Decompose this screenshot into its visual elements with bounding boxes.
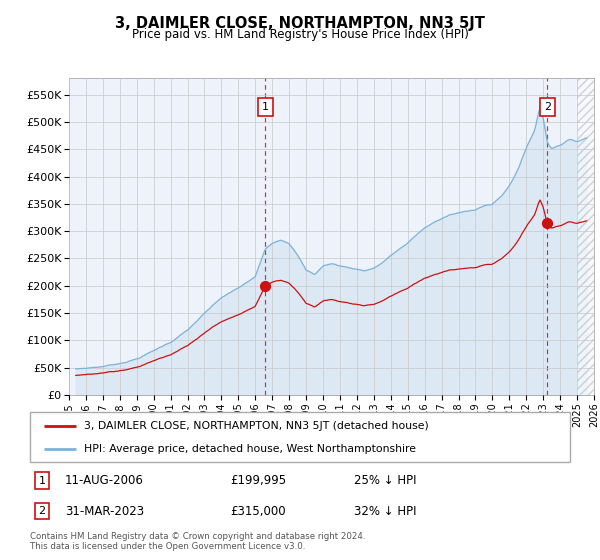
Text: 31-MAR-2023: 31-MAR-2023 (65, 505, 144, 517)
Text: 25% ↓ HPI: 25% ↓ HPI (354, 474, 416, 487)
Text: 11-AUG-2006: 11-AUG-2006 (65, 474, 144, 487)
Text: 2: 2 (544, 102, 551, 113)
Point (260, 281, 270, 290)
Text: Price paid vs. HM Land Registry's House Price Index (HPI): Price paid vs. HM Land Registry's House … (131, 28, 469, 41)
Text: 32% ↓ HPI: 32% ↓ HPI (354, 505, 416, 517)
Text: 3, DAIMLER CLOSE, NORTHAMPTON, NN3 5JT: 3, DAIMLER CLOSE, NORTHAMPTON, NN3 5JT (115, 16, 485, 31)
Text: £199,995: £199,995 (230, 474, 286, 487)
Text: HPI: Average price, detached house, West Northamptonshire: HPI: Average price, detached house, West… (84, 445, 416, 454)
Text: Contains HM Land Registry data © Crown copyright and database right 2024.
This d: Contains HM Land Registry data © Crown c… (30, 532, 365, 552)
Point (542, 218, 552, 227)
Text: 3, DAIMLER CLOSE, NORTHAMPTON, NN3 5JT (detached house): 3, DAIMLER CLOSE, NORTHAMPTON, NN3 5JT (… (84, 421, 429, 431)
Text: 2: 2 (38, 506, 46, 516)
Text: 1: 1 (262, 102, 269, 113)
FancyBboxPatch shape (30, 412, 570, 462)
Text: 1: 1 (38, 475, 46, 486)
Text: £315,000: £315,000 (230, 505, 286, 517)
